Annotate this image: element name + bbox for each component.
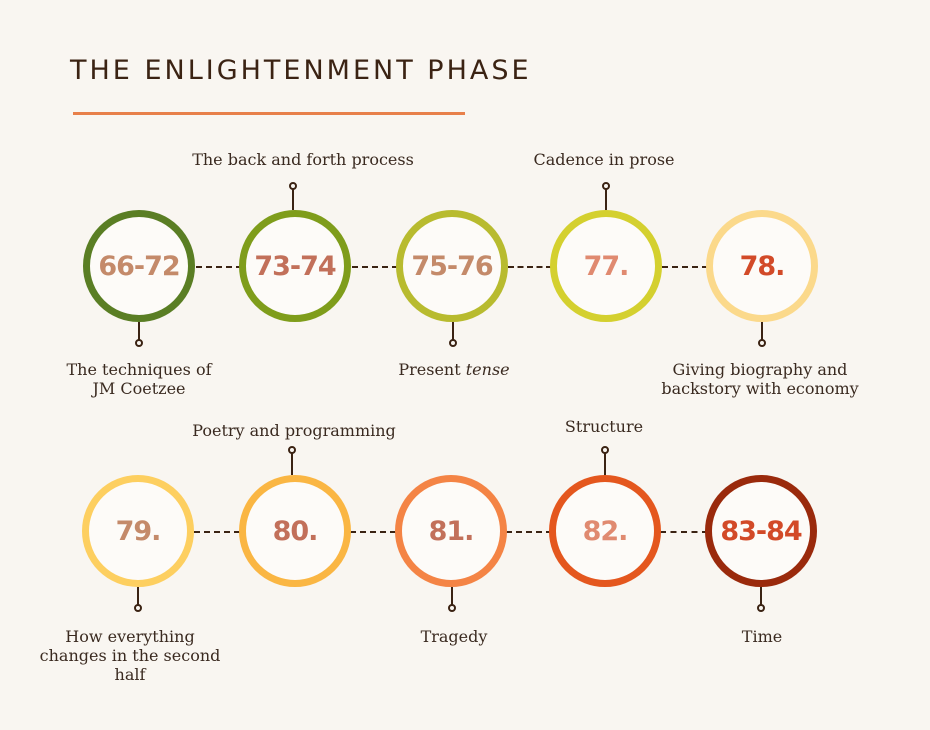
stem-dot — [448, 604, 456, 612]
milestone-caption: Time — [741, 627, 783, 646]
milestone-caption: Giving biography and backstory with econ… — [661, 360, 859, 398]
milestone-caption: How everything changes in the second hal… — [39, 627, 221, 684]
milestone-label: 73-74 — [254, 250, 336, 282]
stem — [138, 322, 140, 342]
stem — [761, 322, 763, 342]
page-title: THE ENLIGHTENMENT PHASE — [70, 55, 532, 86]
stem-dot — [134, 604, 142, 612]
stem-dot — [288, 446, 296, 454]
stem — [760, 587, 762, 607]
milestone-node-83-84: 83-84 — [705, 475, 817, 587]
connector — [662, 266, 708, 268]
connector — [196, 266, 242, 268]
milestone-caption: Present tense — [398, 360, 510, 379]
stem — [605, 188, 607, 210]
milestone-caption: Tragedy — [420, 627, 488, 646]
milestone-node-82: 82. — [549, 475, 661, 587]
stem — [451, 587, 453, 607]
milestone-caption: Structure — [564, 417, 644, 436]
milestone-node-79: 79. — [82, 475, 194, 587]
stem-dot — [449, 339, 457, 347]
milestone-node-80: 80. — [239, 475, 351, 587]
connector — [194, 531, 240, 533]
milestone-caption: Poetry and programming — [192, 421, 396, 440]
milestone-label: 77. — [583, 250, 630, 282]
stem-dot — [135, 339, 143, 347]
connector — [506, 531, 552, 533]
stem — [291, 452, 293, 475]
connector — [508, 266, 552, 268]
milestone-label: 75-76 — [411, 250, 493, 282]
milestone-label: 83-84 — [720, 515, 802, 547]
milestone-node-73-74: 73-74 — [239, 210, 351, 322]
stem — [137, 587, 139, 607]
stem-dot — [601, 446, 609, 454]
milestone-node-78: 78. — [706, 210, 818, 322]
milestone-label: 79. — [115, 515, 162, 547]
milestone-label: 81. — [428, 515, 475, 547]
connector — [352, 266, 398, 268]
connector — [660, 531, 708, 533]
milestone-caption: Cadence in prose — [533, 150, 675, 169]
milestone-node-81: 81. — [395, 475, 507, 587]
milestone-label: 80. — [272, 515, 319, 547]
stem-dot — [757, 604, 765, 612]
milestone-label: 78. — [739, 250, 786, 282]
stem-dot — [289, 182, 297, 190]
milestone-node-77: 77. — [550, 210, 662, 322]
milestone-label: 82. — [582, 515, 629, 547]
milestone-caption: The techniques of JM Coetzee — [66, 360, 212, 398]
stem — [292, 188, 294, 210]
connector — [350, 531, 396, 533]
title-underline — [73, 112, 465, 115]
stem — [452, 322, 454, 342]
milestone-node-66-72: 66-72 — [83, 210, 195, 322]
milestone-label: 66-72 — [98, 250, 180, 282]
milestone-node-75-76: 75-76 — [396, 210, 508, 322]
stem-dot — [758, 339, 766, 347]
milestone-caption: The back and forth process — [192, 150, 414, 169]
stem-dot — [602, 182, 610, 190]
stem — [604, 452, 606, 475]
